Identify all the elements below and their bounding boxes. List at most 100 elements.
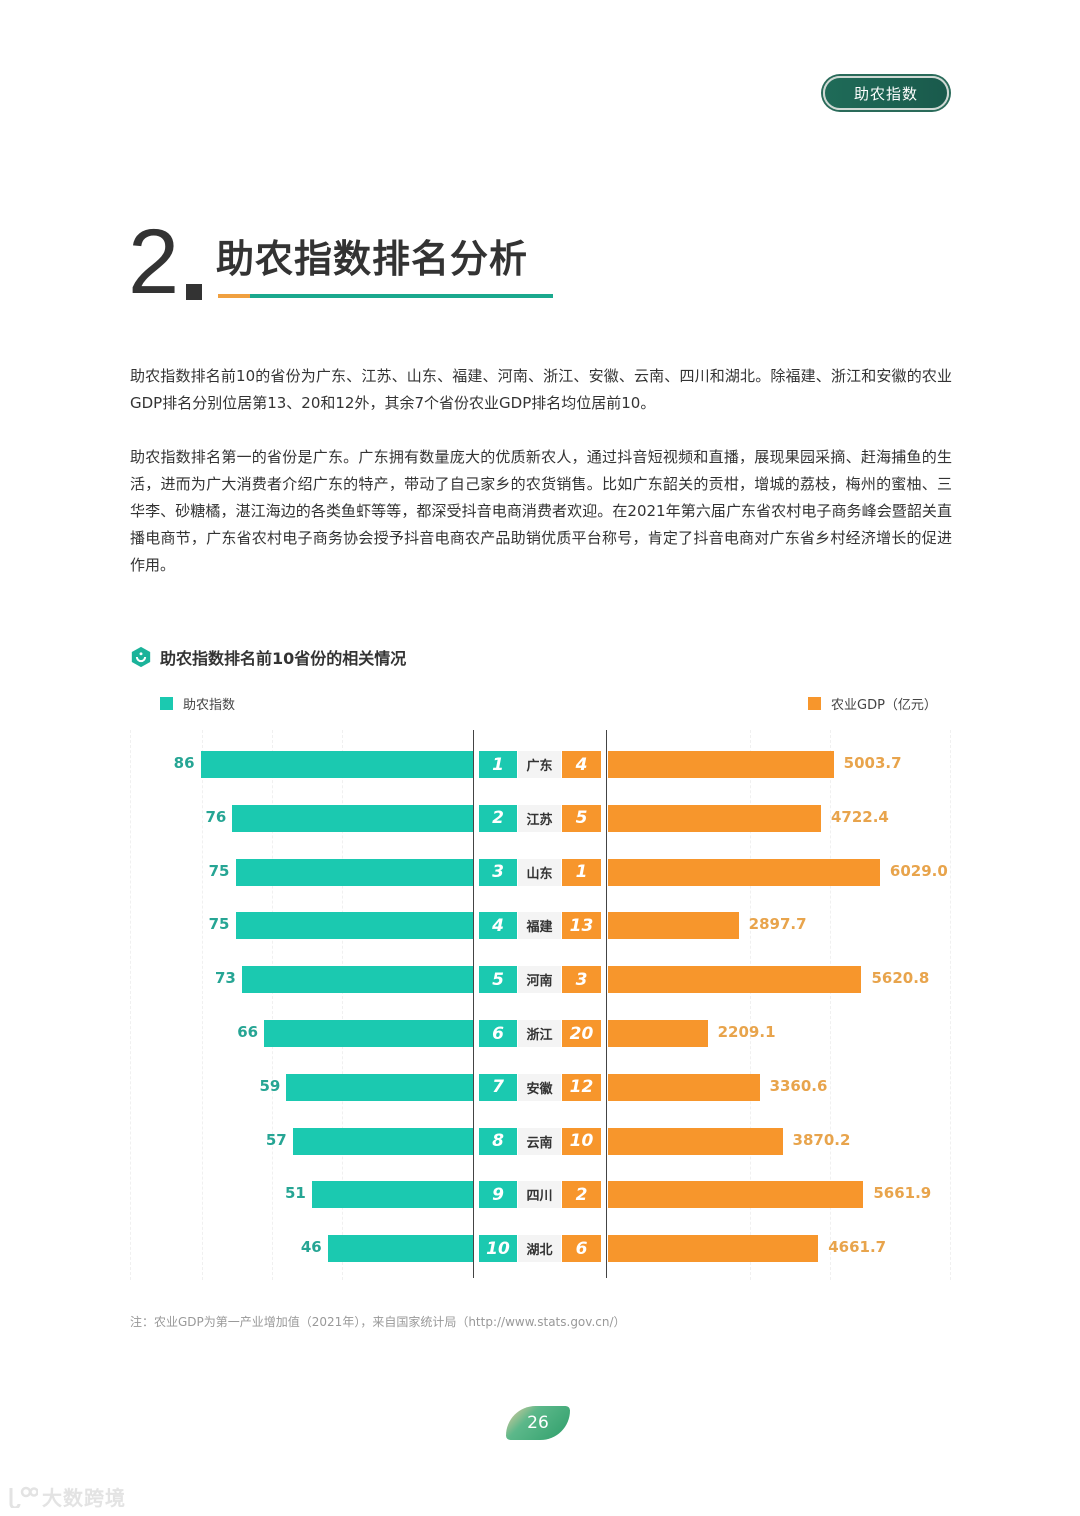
province-label: 湖北 <box>518 1235 561 1263</box>
gdp-rank-badge: 13 <box>562 912 601 940</box>
gdp-value-label: 3360.6 <box>769 1076 828 1095</box>
gridline <box>202 730 203 1280</box>
title-underline-accent <box>218 294 250 298</box>
index-rank-badge: 7 <box>479 1073 517 1101</box>
index-rank-badge: 3 <box>479 858 517 886</box>
chart-row: 59 7 安徽 12 3360.6 <box>130 1073 950 1101</box>
gdp-value-label: 5620.8 <box>871 969 930 988</box>
gdp-value-label: 2209.1 <box>717 1023 776 1041</box>
gdp-rank-badge: 1 <box>562 858 601 886</box>
legend-swatch-orange <box>808 697 821 710</box>
gridline <box>950 730 951 1280</box>
gridline <box>750 730 751 1280</box>
gridline <box>342 730 343 1280</box>
gdp-rank-badge: 2 <box>562 1181 601 1209</box>
province-label: 广东 <box>518 751 561 778</box>
gdp-value-label: 2897.7 <box>748 915 807 934</box>
gridline <box>272 730 273 1280</box>
gdp-rank-badge: 20 <box>562 1020 601 1047</box>
chart-row: 66 6 浙江 20 2209.1 <box>130 1020 950 1047</box>
paragraph-1: 助农指数排名前10的省份为广东、江苏、山东、福建、河南、浙江、安徽、云南、四川和… <box>130 367 952 412</box>
index-value-label: 75 <box>208 861 230 880</box>
gdp-rank-badge: 6 <box>562 1235 601 1263</box>
chart-row: 75 4 福建 13 2897.7 <box>130 912 950 940</box>
watermark-logo-icon <box>9 1486 38 1508</box>
watermark-text: 大数跨境 <box>42 1486 126 1510</box>
legend-label-index: 助农指数 <box>183 698 236 713</box>
province-label: 浙江 <box>518 1020 561 1047</box>
gridline <box>830 730 831 1280</box>
index-bar <box>241 966 473 994</box>
section-number: 2 <box>128 211 180 313</box>
watermark: 大数跨境 <box>8 1482 126 1511</box>
index-rank-badge: 10 <box>479 1235 517 1263</box>
index-value-label: 51 <box>284 1184 306 1203</box>
gdp-rank-badge: 10 <box>562 1127 601 1155</box>
index-rank-badge: 9 <box>479 1181 517 1209</box>
gdp-value-label: 5661.9 <box>873 1184 932 1203</box>
paragraph-2: 助农指数排名第一的省份是广东。广东拥有数量庞大的优质新农人，通过抖音短视频和直播… <box>130 448 952 574</box>
province-label: 江苏 <box>518 804 561 832</box>
province-label: 河南 <box>518 966 561 994</box>
title-underline <box>218 294 553 298</box>
index-bar <box>327 1235 473 1263</box>
center-divider-left <box>473 730 474 1278</box>
section-number-dot <box>186 284 202 300</box>
legend-swatch-teal <box>160 697 173 710</box>
index-value-label: 76 <box>205 807 227 826</box>
section-badge: 助农指数 <box>823 76 949 110</box>
index-bar <box>292 1127 473 1155</box>
index-value-label: 75 <box>208 915 230 934</box>
hexagon-smile-icon <box>131 646 151 668</box>
index-bar <box>264 1020 473 1047</box>
gdp-rank-badge: 4 <box>562 751 601 778</box>
chart-row: 76 2 江苏 5 4722.4 <box>130 804 950 832</box>
index-value-label: 57 <box>265 1130 287 1149</box>
index-value-label: 86 <box>173 754 195 772</box>
gdp-bar <box>608 751 834 778</box>
province-label: 安徽 <box>518 1073 561 1101</box>
gdp-rank-badge: 12 <box>562 1073 601 1101</box>
legend-index: 助农指数 <box>160 694 235 713</box>
index-rank-badge: 4 <box>479 912 517 940</box>
butterfly-bar-chart: 86 1 广东 4 5003.7 76 2 江苏 5 4722.4 75 3 山东 1 6029.0 75 4 福… <box>130 730 951 1280</box>
chart-row: 57 8 云南 10 3870.2 <box>130 1127 950 1155</box>
gdp-bar <box>608 1181 864 1209</box>
chart-row: 86 1 广东 4 5003.7 <box>130 751 950 778</box>
index-bar <box>286 1073 473 1101</box>
index-bar <box>235 912 473 940</box>
index-bar <box>235 858 473 886</box>
index-rank-badge: 6 <box>479 1020 517 1047</box>
page-title: 助农指数排名分析 <box>216 237 529 281</box>
chart-heading: 助农指数排名前10省份的相关情况 <box>130 645 406 669</box>
legend-gdp: 农业GDP（亿元） <box>808 694 937 713</box>
index-bar <box>311 1181 473 1209</box>
index-value-label: 46 <box>300 1238 322 1257</box>
gdp-value-label: 4722.4 <box>830 807 889 826</box>
province-label: 山东 <box>518 858 561 886</box>
province-label: 四川 <box>518 1181 561 1209</box>
center-divider-right <box>606 730 607 1278</box>
gdp-bar <box>608 804 821 832</box>
index-rank-badge: 8 <box>479 1127 517 1155</box>
index-rank-badge: 5 <box>479 966 517 994</box>
index-value-label: 73 <box>214 969 236 988</box>
gdp-bar <box>608 1127 783 1155</box>
chart-row: 51 9 四川 2 5661.9 <box>130 1181 950 1209</box>
index-value-label: 66 <box>237 1023 259 1041</box>
index-bar <box>232 804 473 832</box>
gdp-value-label: 5003.7 <box>843 754 902 772</box>
index-bar <box>200 751 473 778</box>
gdp-value-label: 6029.0 <box>889 861 948 880</box>
gdp-bar <box>608 1073 760 1101</box>
page-number: 26 <box>506 1406 570 1440</box>
chart-title: 助农指数排名前10省份的相关情况 <box>160 649 407 668</box>
index-rank-badge: 1 <box>479 751 517 778</box>
gdp-bar <box>608 966 862 994</box>
gdp-rank-badge: 5 <box>562 804 601 832</box>
index-rank-badge: 2 <box>479 804 517 832</box>
gdp-rank-badge: 3 <box>562 966 601 994</box>
province-label: 福建 <box>518 912 561 940</box>
gdp-value-label: 3870.2 <box>792 1130 851 1149</box>
gridline <box>130 730 131 1280</box>
